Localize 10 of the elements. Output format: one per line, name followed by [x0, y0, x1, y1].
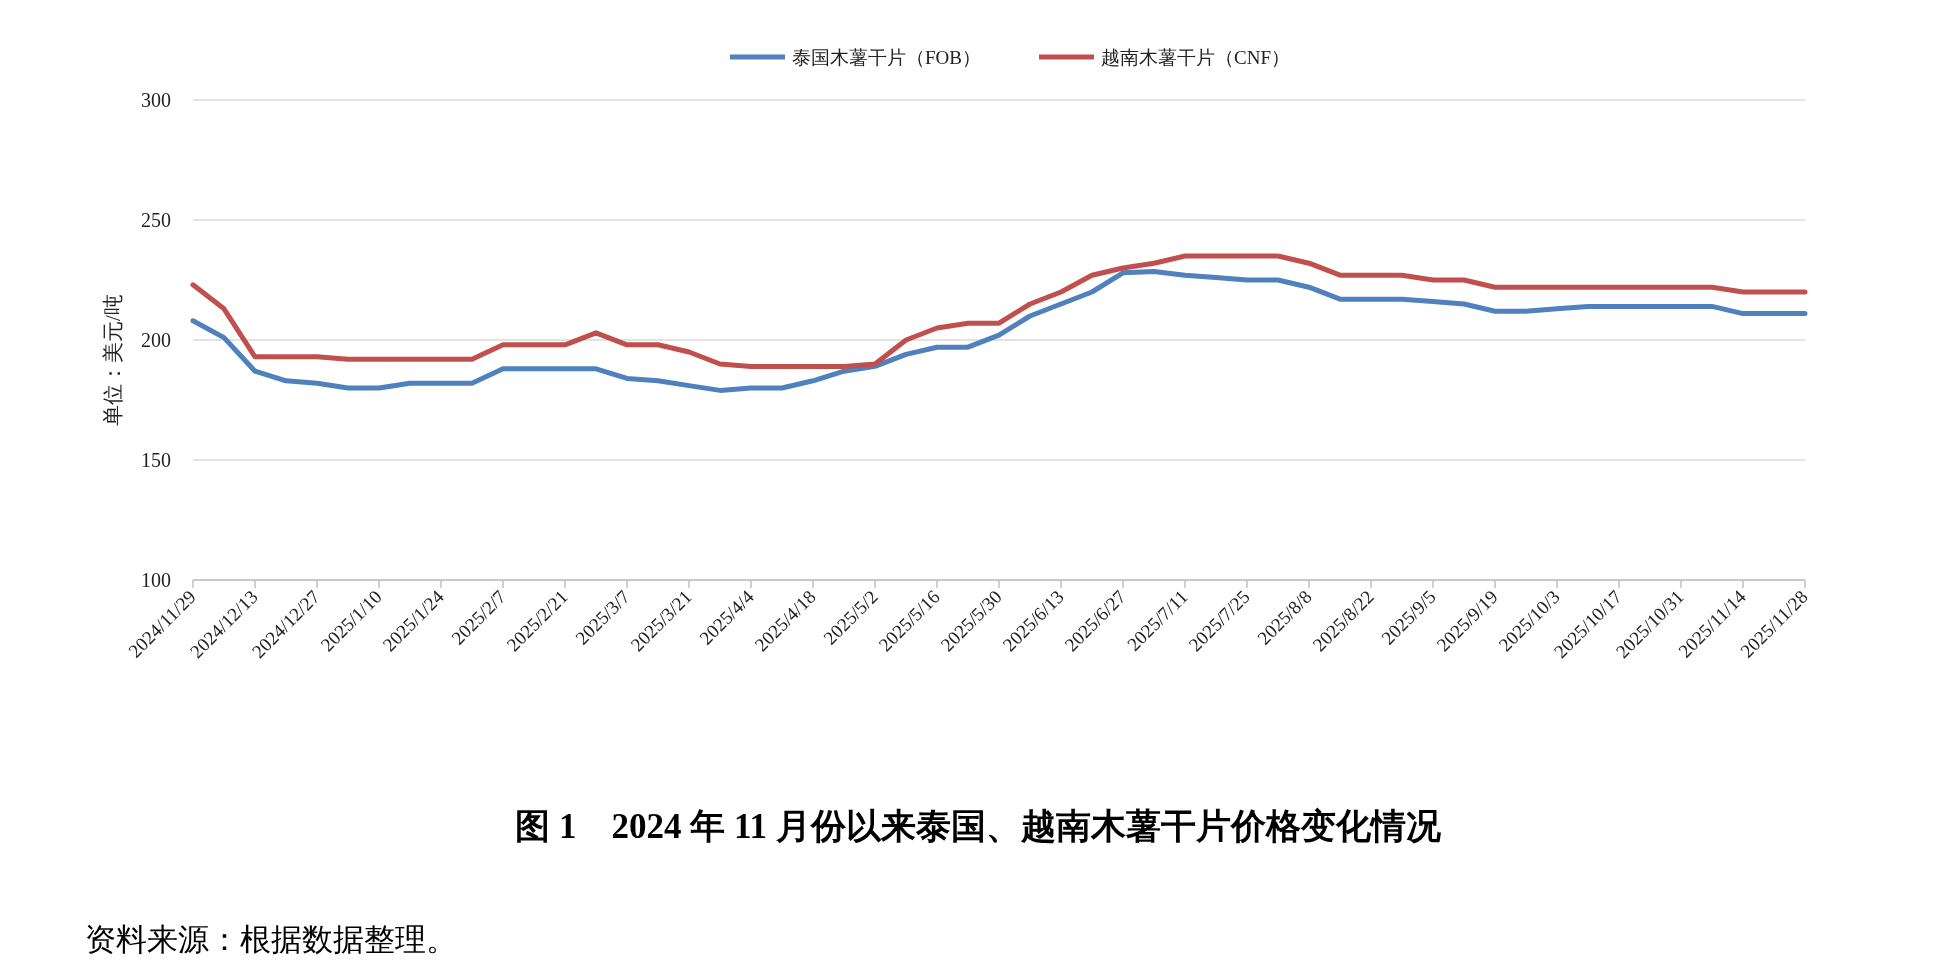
y-tick-label: 200 — [141, 329, 171, 351]
text: 图 1 2024 年 11 月份以来泰国、越南木薯干片价格变化情况 — [515, 807, 1441, 846]
y-tick-label: 250 — [141, 209, 171, 231]
text: 资料来源：根据数据整理。 — [85, 922, 457, 957]
y-tick-label: 150 — [141, 449, 171, 471]
legend-label: 泰国木薯干片（FOB） — [792, 47, 981, 68]
y-axis-title: 单位：美元/吨 — [101, 294, 125, 426]
y-tick-label: 100 — [141, 569, 171, 591]
legend-label: 越南木薯干片（CNF） — [1101, 47, 1290, 68]
y-tick-label: 300 — [141, 89, 171, 111]
